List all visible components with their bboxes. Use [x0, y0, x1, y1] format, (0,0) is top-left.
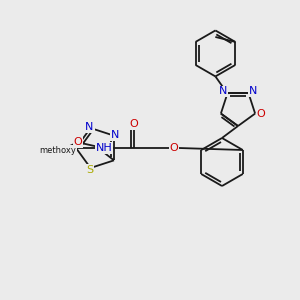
Text: methoxy: methoxy: [40, 146, 76, 155]
Text: O: O: [74, 137, 82, 147]
Text: N: N: [85, 122, 94, 132]
Text: N: N: [248, 86, 257, 96]
Text: N: N: [219, 86, 228, 96]
Text: S: S: [86, 165, 93, 175]
Text: N: N: [111, 130, 119, 140]
Text: O: O: [130, 119, 138, 129]
Text: O: O: [257, 109, 266, 118]
Text: O: O: [169, 143, 178, 153]
Text: NH: NH: [96, 143, 112, 153]
